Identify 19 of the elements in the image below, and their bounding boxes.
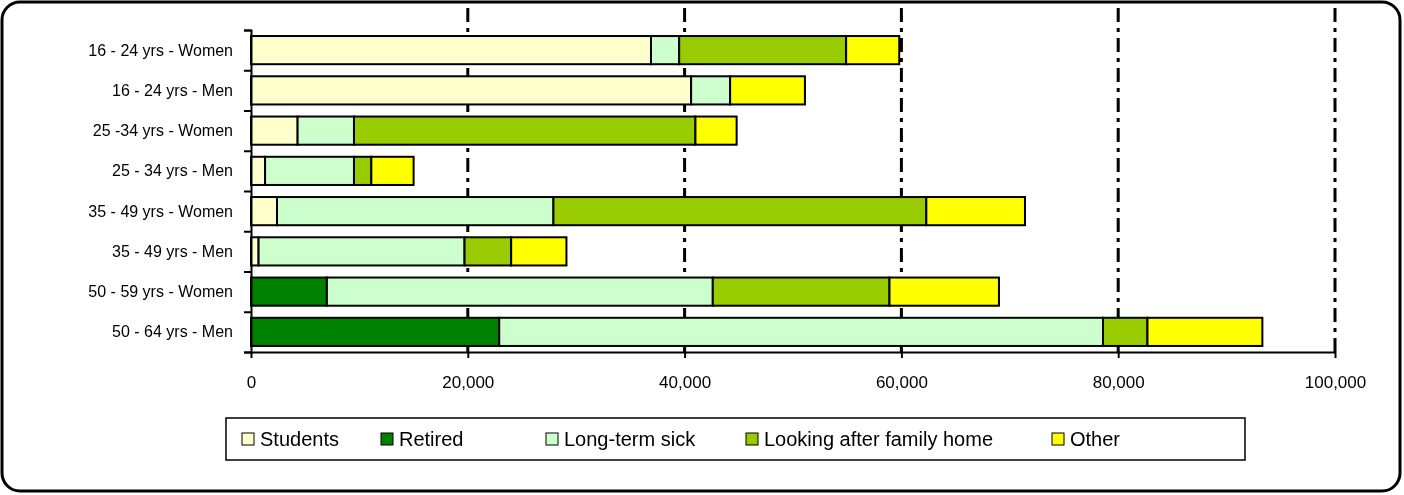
y-tick-label: 35 - 49 yrs - Men [112,242,233,260]
y-tick-label: 25 - 34 yrs - Men [112,162,233,180]
y-tick-label: 16 - 24 yrs - Men [112,81,233,99]
legend-label: Looking after family home [764,428,994,450]
x-tick-label: 20,000 [442,373,495,393]
x-tick-label: 40,000 [659,373,712,393]
x-tick-label: 80,000 [1092,373,1145,393]
y-tick-label: 50 - 64 yrs - Men [112,323,233,341]
legend-label: Other [1070,428,1121,450]
y-tick-label: 35 - 49 yrs - Women [88,202,233,220]
x-tick-label: 60,000 [875,373,928,393]
x-tick-label: 100,000 [1304,373,1367,393]
y-tick-label: 25 -34 yrs - Women [92,122,233,140]
legend-label: Students [260,428,339,450]
x-tick-label: 0 [246,373,257,393]
legend-label: Retired [399,428,464,450]
y-tick-label: 50 - 59 yrs - Women [88,283,233,301]
legend-label: Long-term sick [564,428,697,450]
y-tick-label: 16 - 24 yrs - Women [88,41,233,59]
